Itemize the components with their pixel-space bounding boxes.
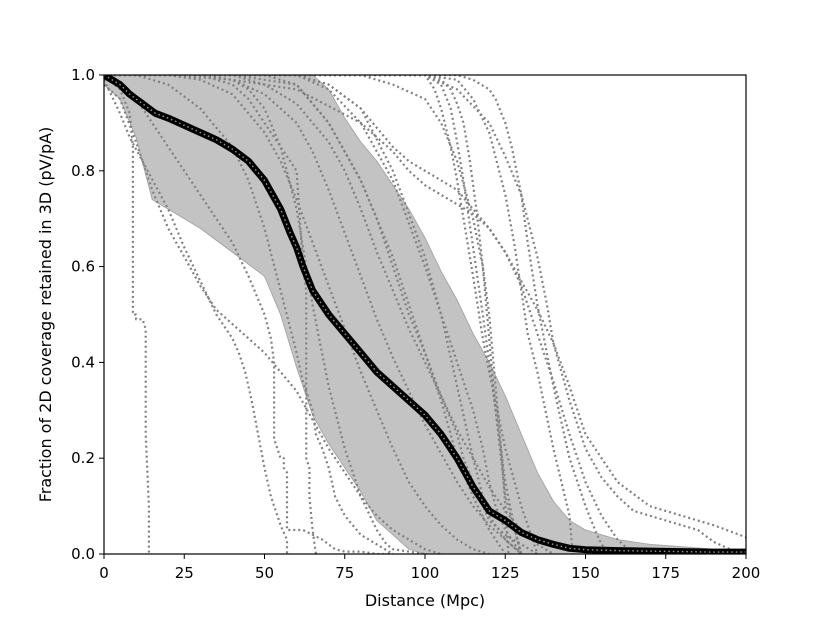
individual-series-line-13 — [104, 75, 507, 554]
individual-series-line-5 — [104, 75, 394, 554]
individual-series-line-19 — [104, 75, 635, 554]
x-tick-label: 150 — [571, 564, 600, 582]
individual-series-line-17 — [104, 75, 574, 554]
individual-series-line-1 — [104, 75, 150, 554]
y-tick-label: 1.0 — [71, 66, 95, 84]
individual-series-line-20 — [104, 75, 746, 539]
y-tick-label: 0.8 — [71, 162, 95, 180]
x-tick-label: 200 — [732, 564, 761, 582]
median-line-layer — [104, 75, 746, 554]
x-axis-ticks: 0 25 50 75 100 125 150 175 200 — [99, 554, 760, 582]
x-tick-label: 125 — [491, 564, 520, 582]
x-axis-title: Distance (Mpc) — [365, 591, 485, 610]
individual-lines-layer — [104, 75, 746, 554]
individual-series-line-2 — [104, 79, 289, 554]
individual-series-line-6 — [104, 75, 317, 554]
y-axis-ticks: 0.0 0.2 0.4 0.6 0.8 1.0 — [71, 66, 104, 563]
individual-series-line-9 — [104, 75, 523, 554]
individual-series-line-3 — [104, 83, 442, 554]
median-series-line — [104, 75, 746, 554]
y-tick-label: 0.6 — [71, 258, 95, 276]
individual-series-line-4 — [104, 75, 393, 554]
individual-series-line-15 — [104, 75, 510, 554]
x-tick-label: 100 — [411, 564, 440, 582]
y-axis-title: Fraction of 2D coverage retained in 3D (… — [36, 127, 55, 503]
x-tick-label: 0 — [99, 564, 109, 582]
x-tick-label: 75 — [335, 564, 354, 582]
y-tick-label: 0.0 — [71, 545, 95, 563]
individual-series-line-18 — [104, 75, 612, 554]
individual-series-line-8 — [104, 75, 490, 554]
individual-series-line-10 — [104, 75, 554, 554]
individual-series-line-7 — [104, 75, 426, 554]
confidence-band-layer — [104, 75, 746, 554]
y-tick-label: 0.4 — [71, 353, 95, 371]
x-tick-label: 25 — [175, 564, 194, 582]
y-tick-label: 0.2 — [71, 449, 95, 467]
x-tick-label: 50 — [255, 564, 274, 582]
confidence-band — [104, 75, 746, 554]
x-tick-label: 175 — [651, 564, 680, 582]
